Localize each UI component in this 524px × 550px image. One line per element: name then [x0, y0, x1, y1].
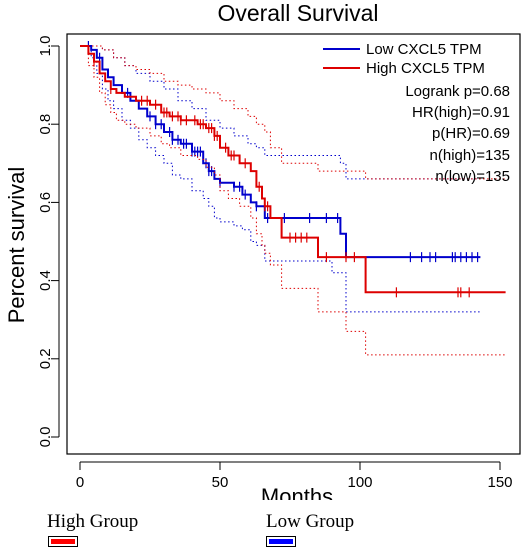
- y-axis: 0.0 0.2 0.4 0.6 0.8 1.0: [37, 36, 60, 448]
- stats-annotations: Logrank p=0.68 HR(high)=0.91 p(HR)=0.69 …: [405, 83, 510, 185]
- plot-frame: [66, 33, 521, 455]
- y-axis-label: Percent survival: [4, 167, 29, 324]
- legend: Low CXCL5 TPM High CXCL5 TPM: [323, 41, 485, 77]
- series-high: [80, 45, 506, 356]
- high-group-swatch-fill: [51, 539, 75, 544]
- x-axis: 0 50 100 150: [76, 461, 513, 491]
- stat-hr: HR(high)=0.91: [412, 104, 510, 121]
- y-tick-label: 1.0: [37, 36, 54, 57]
- y-tick-label: 0.4: [37, 270, 54, 291]
- km-chart: Overall Survival 0 50 100 150 0.00.20.40.60…: [4, 0, 521, 500]
- series-low: [80, 41, 481, 313]
- series-layer: [80, 41, 506, 356]
- x-tick-label: 150: [487, 474, 512, 491]
- legend-label-high: High CXCL5 TPM: [366, 60, 485, 77]
- y-tick-label: 0.6: [37, 192, 54, 213]
- low-group-swatch: [266, 536, 296, 547]
- ci-upper-high: [80, 45, 506, 180]
- y-tick-label: 0.0: [37, 427, 54, 448]
- y-tick-label: 0.8: [37, 114, 54, 135]
- high-group-swatch: [48, 536, 78, 547]
- stat-n-high: n(high)=135: [430, 147, 510, 164]
- stat-n-low: n(low)=135: [435, 168, 510, 185]
- x-tick-label: 100: [347, 474, 372, 491]
- stat-logrank: Logrank p=0.68: [405, 83, 510, 100]
- low-group-swatch-fill: [269, 539, 293, 544]
- ci-lower-low: [80, 45, 481, 313]
- x-axis-label: Months: [261, 484, 333, 500]
- legend-label-low: Low CXCL5 TPM: [366, 41, 482, 58]
- x-tick-label: 50: [212, 474, 229, 491]
- survival-curve-low: [80, 45, 481, 259]
- high-group-label: High Group: [47, 511, 139, 532]
- chart-title: Overall Survival: [217, 0, 378, 26]
- stat-p-hr: p(HR)=0.69: [432, 125, 510, 142]
- x-tick-label: 0: [76, 474, 84, 491]
- low-group-label: Low Group: [266, 511, 355, 532]
- survival-curve-high: [80, 45, 506, 294]
- y-tick-label: 0.2: [37, 348, 54, 369]
